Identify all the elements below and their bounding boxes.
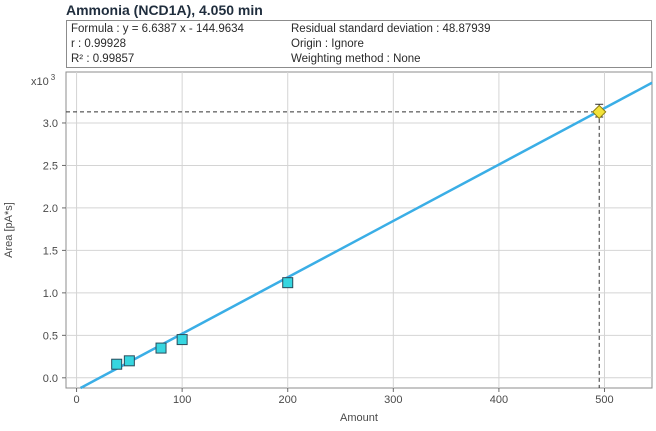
correlation-r-text: r : 0.99928 bbox=[71, 38, 126, 50]
grid-lines bbox=[66, 72, 652, 388]
calibration-point bbox=[111, 358, 123, 370]
origin-text: Origin : Ignore bbox=[291, 38, 364, 50]
y-tick-label: 3.0 bbox=[43, 118, 58, 130]
y-tick-label: 1.5 bbox=[43, 245, 58, 257]
x-axis-label: Amount bbox=[340, 412, 378, 424]
sample-guide-lines bbox=[66, 103, 604, 388]
fit-line bbox=[79, 81, 653, 390]
y-multiplier-label: x10 3 bbox=[31, 73, 56, 88]
x-tick-label: 0 bbox=[73, 394, 79, 406]
x-tick-label: 200 bbox=[279, 394, 297, 406]
x-tick-label: 300 bbox=[384, 394, 402, 406]
chart-title: Ammonia (NCD1A), 4.050 min bbox=[66, 2, 263, 18]
calibration-point bbox=[282, 277, 294, 289]
y-axis-label: Area [pA*s] bbox=[3, 202, 15, 258]
y-tick-label: 0.5 bbox=[43, 330, 58, 342]
plot-frame bbox=[65, 71, 653, 389]
x-tick-label: 500 bbox=[595, 394, 613, 406]
sample-point bbox=[592, 104, 607, 120]
r-squared-text: R² : 0.99857 bbox=[71, 53, 135, 65]
y-tick-label: 2.0 bbox=[43, 203, 58, 215]
calibration-point bbox=[155, 342, 167, 354]
formula-text: Formula : y = 6.6387 x - 144.9634 bbox=[71, 23, 244, 35]
fit-line-group bbox=[79, 81, 653, 390]
y-tick-label: 1.0 bbox=[43, 288, 58, 300]
x-tick-label: 100 bbox=[173, 394, 191, 406]
weighting-method-text: Weighting method : None bbox=[291, 53, 421, 65]
residual-std-dev-text: Residual standard deviation : 48.87939 bbox=[291, 23, 491, 35]
calibration-point bbox=[176, 334, 188, 346]
y-multiplier-exponent: 3 bbox=[51, 73, 56, 82]
y-tick-label: 0.0 bbox=[43, 373, 58, 385]
axis-ticks: 0 100 200 300 400 500 0.0 0.5 1.0 1.5 2.0 2.5 3.0 bbox=[43, 118, 614, 406]
x-tick-label: 400 bbox=[490, 394, 508, 406]
y-tick-label: 2.5 bbox=[43, 160, 58, 172]
regression-stats-box: Formula : y = 6.6387 x - 144.9634 r : 0.… bbox=[66, 20, 652, 68]
data-points bbox=[111, 104, 607, 370]
calibration-point bbox=[123, 355, 135, 367]
